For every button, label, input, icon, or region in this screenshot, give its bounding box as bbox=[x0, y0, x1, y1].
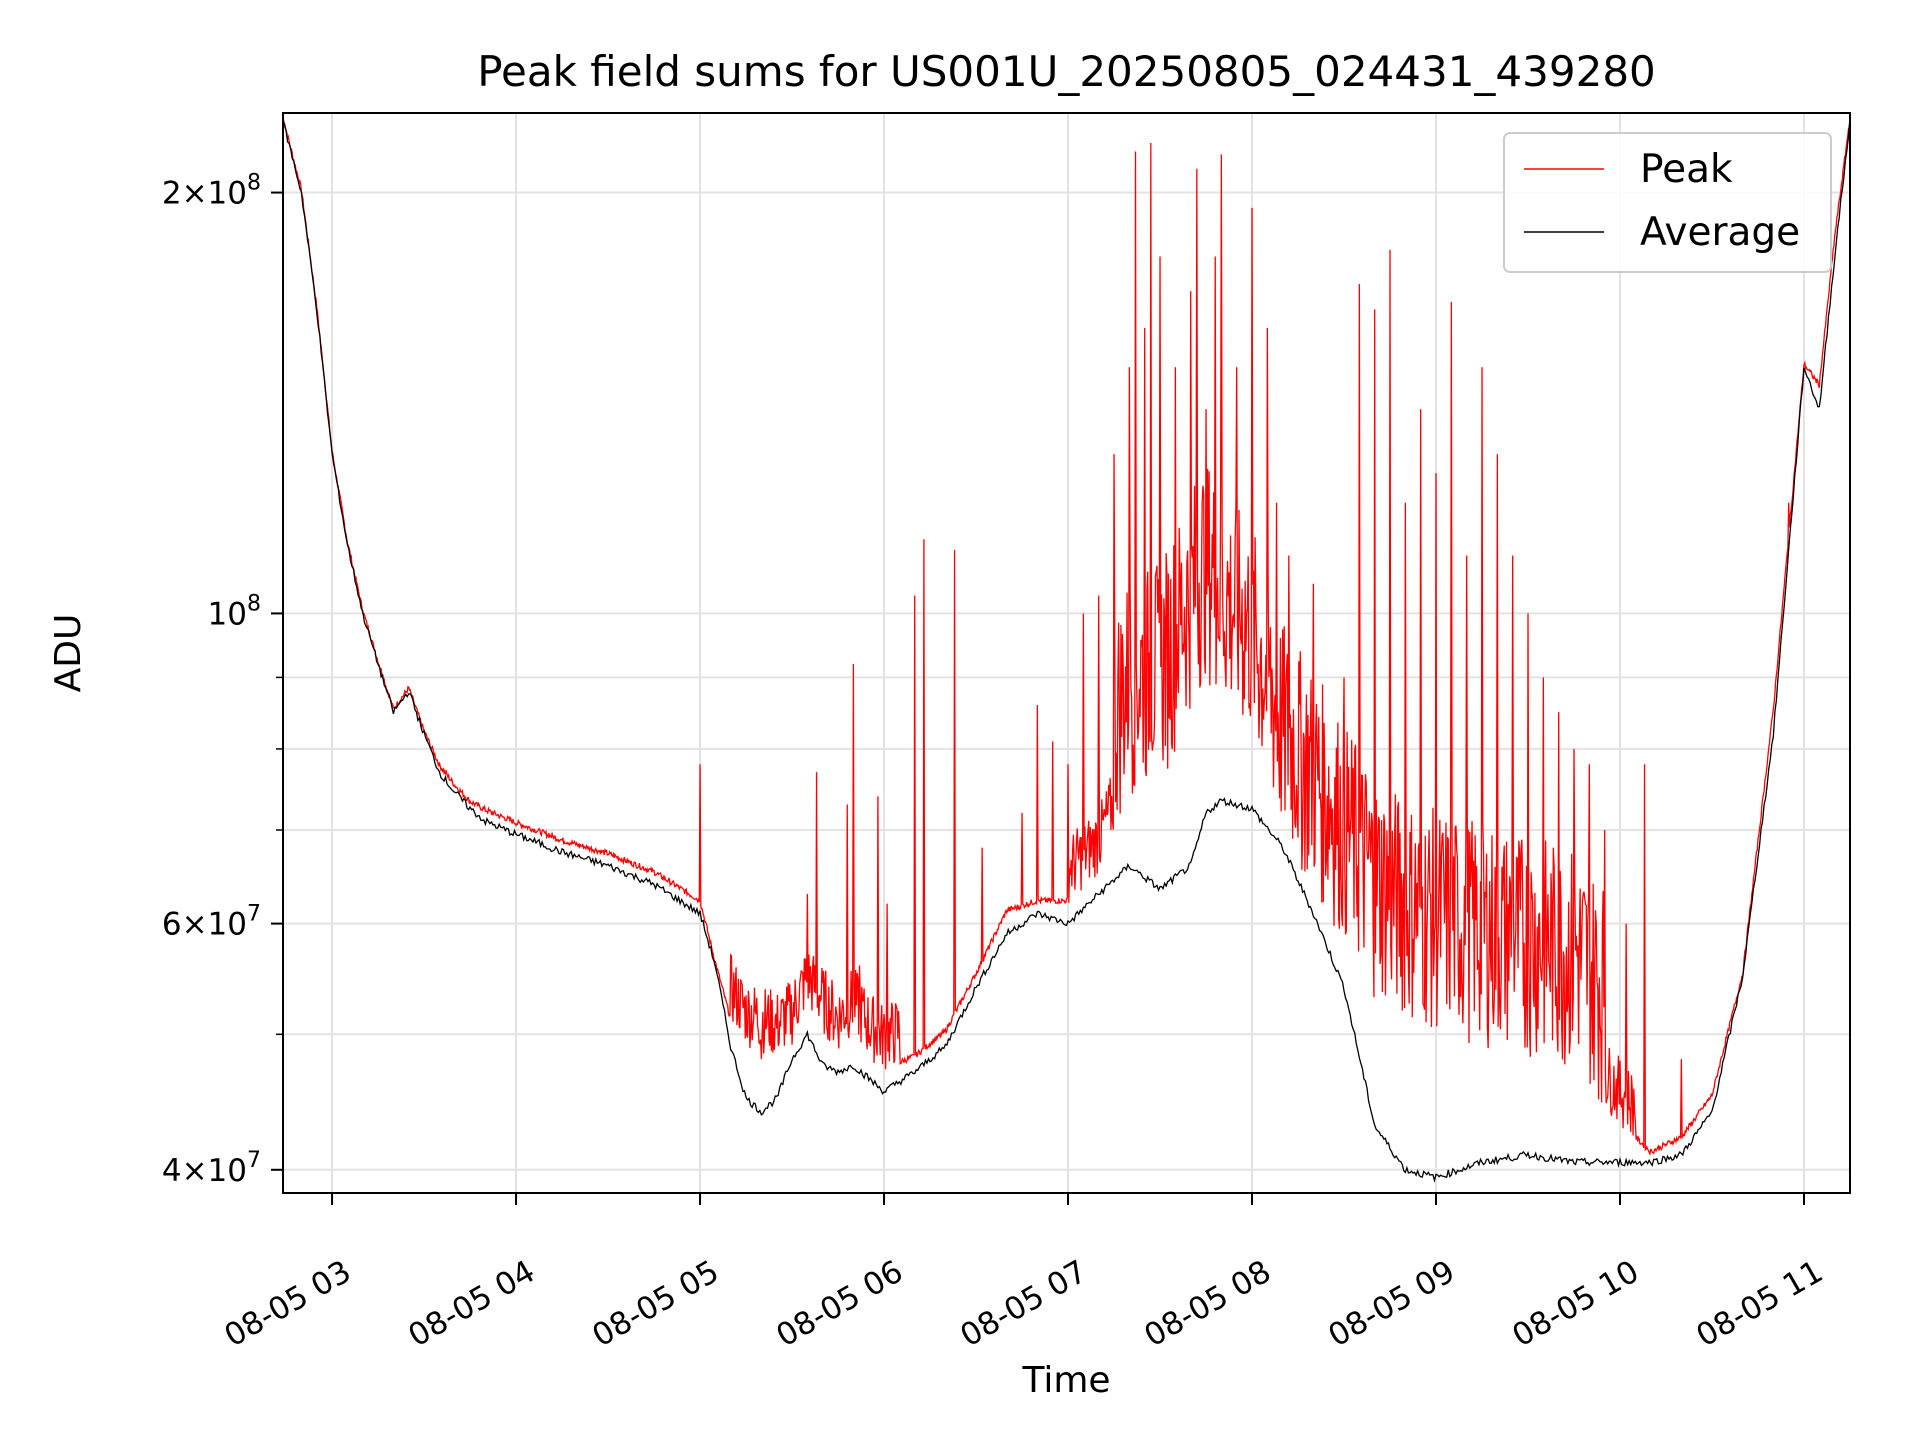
x-tick-label: 08-05 09 bbox=[1322, 1253, 1461, 1354]
series-line-average bbox=[283, 118, 1850, 1184]
y-tick-label: 108 bbox=[208, 591, 261, 632]
x-tick-label: 08-05 11 bbox=[1690, 1253, 1829, 1354]
series-lines bbox=[283, 117, 1850, 1184]
y-tick-label: 4×107 bbox=[162, 1148, 261, 1189]
x-tick-label: 08-05 04 bbox=[402, 1253, 541, 1354]
x-tick-label: 08-05 06 bbox=[770, 1253, 909, 1354]
x-axis-ticks: 08-05 03 08-05 04 08-05 05 08-05 06 08-05 07… bbox=[218, 1193, 1829, 1354]
x-tick-label: 08-05 03 bbox=[218, 1253, 357, 1354]
plot-area bbox=[283, 113, 1850, 1193]
legend: Peak Average bbox=[1503, 132, 1832, 273]
chart-title: Peak field sums for US001U_20250805_0244… bbox=[477, 47, 1656, 96]
y-axis-ticks: 4×107 6×107 108 2×108 bbox=[162, 171, 283, 1189]
series-line-peak bbox=[283, 117, 1850, 1156]
x-tick-label: 08-05 05 bbox=[586, 1253, 725, 1354]
x-tick-label: 08-05 08 bbox=[1138, 1253, 1277, 1354]
y-tick-label: 2×108 bbox=[162, 171, 261, 212]
legend-entry-peak: Peak bbox=[1640, 147, 1733, 192]
y-tick-label: 6×107 bbox=[162, 902, 261, 943]
plot-frame bbox=[282, 112, 1851, 1194]
x-tick-label: 08-05 07 bbox=[954, 1253, 1093, 1354]
x-tick-label: 08-05 10 bbox=[1506, 1253, 1645, 1354]
x-axis-label: Time bbox=[1021, 1360, 1110, 1401]
y-axis-label: ADU bbox=[48, 614, 89, 693]
legend-entry-average: Average bbox=[1640, 210, 1800, 255]
legend-box bbox=[1503, 132, 1832, 273]
